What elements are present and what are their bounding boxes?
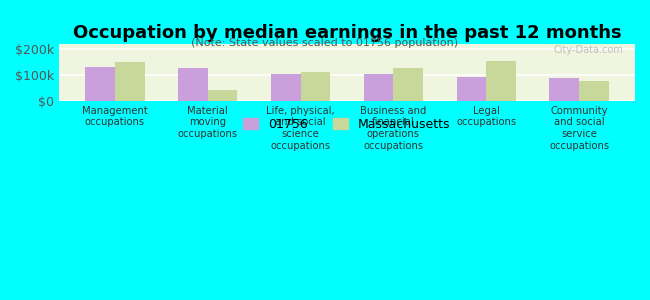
Bar: [456, 77, 486, 101]
Bar: [579, 81, 609, 101]
Bar: [549, 78, 579, 101]
Text: City-Data.com: City-Data.com: [554, 45, 623, 55]
Title: Occupation by median earnings in the past 12 months: Occupation by median earnings in the pas…: [73, 24, 621, 42]
Legend: 01756, Massachusetts: 01756, Massachusetts: [239, 113, 456, 136]
Bar: [486, 61, 516, 101]
Bar: [85, 67, 115, 101]
Bar: [178, 68, 208, 101]
Text: (Note: State values scaled to 01756 population): (Note: State values scaled to 01756 popu…: [192, 38, 458, 47]
Bar: [364, 74, 393, 101]
Bar: [393, 68, 423, 101]
Bar: [271, 74, 300, 101]
Bar: [208, 91, 237, 101]
Bar: [300, 72, 330, 101]
Bar: [115, 62, 144, 101]
